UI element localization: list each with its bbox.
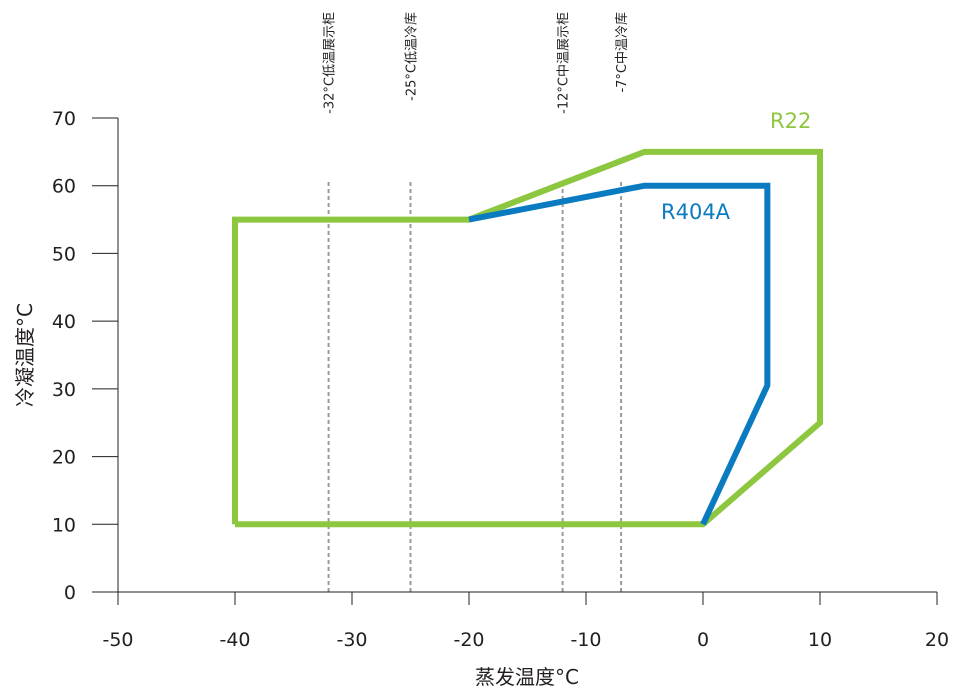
ticks: -50 -40 -30 -20 -10 0 10 20 0 10 20 30 40 50 60 70 [52, 108, 949, 651]
y-tick-label: 60 [52, 176, 76, 198]
y-tick-label: 30 [52, 379, 76, 401]
x-tick-label: -30 [336, 629, 367, 651]
reference-line-label: -32°C低温展示柜 [323, 12, 338, 114]
reference-line-label: -7°C中温冷库 [614, 12, 630, 93]
x-tick-label: -50 [102, 629, 133, 651]
annotation-layer: -32°C低温展示柜 -25°C低温冷库 -12°C中温展示柜 -7°C中温冷库 [323, 12, 630, 592]
reference-line-label: -12°C中温展示柜 [557, 12, 572, 114]
y-axis-title: 冷凝温度°C [13, 303, 37, 407]
y-tick-label: 10 [52, 514, 76, 536]
reference-line-label: -25°C低温冷库 [404, 12, 420, 101]
y-tick-label: 40 [52, 311, 76, 333]
series-r22-line [232, 148, 823, 528]
series-r404a-label: R404A [661, 200, 731, 224]
series-r22-label: R22 [770, 109, 811, 133]
y-tick-label: 50 [52, 243, 76, 265]
x-tick-label: -10 [570, 629, 601, 651]
x-axis-title: 蒸发温度°C [475, 665, 579, 689]
axes [92, 118, 937, 605]
series-r404a-line [468, 182, 771, 526]
y-tick-label: 20 [52, 447, 76, 469]
x-tick-label: 0 [697, 629, 709, 651]
x-tick-label: 10 [808, 629, 832, 651]
y-tick-label: 0 [64, 582, 76, 604]
series-layer: R22 R404A [232, 109, 823, 528]
y-tick-label: 70 [52, 108, 76, 130]
x-tick-label: -20 [453, 629, 484, 651]
x-tick-label: 20 [925, 629, 949, 651]
x-tick-label: -40 [219, 629, 250, 651]
